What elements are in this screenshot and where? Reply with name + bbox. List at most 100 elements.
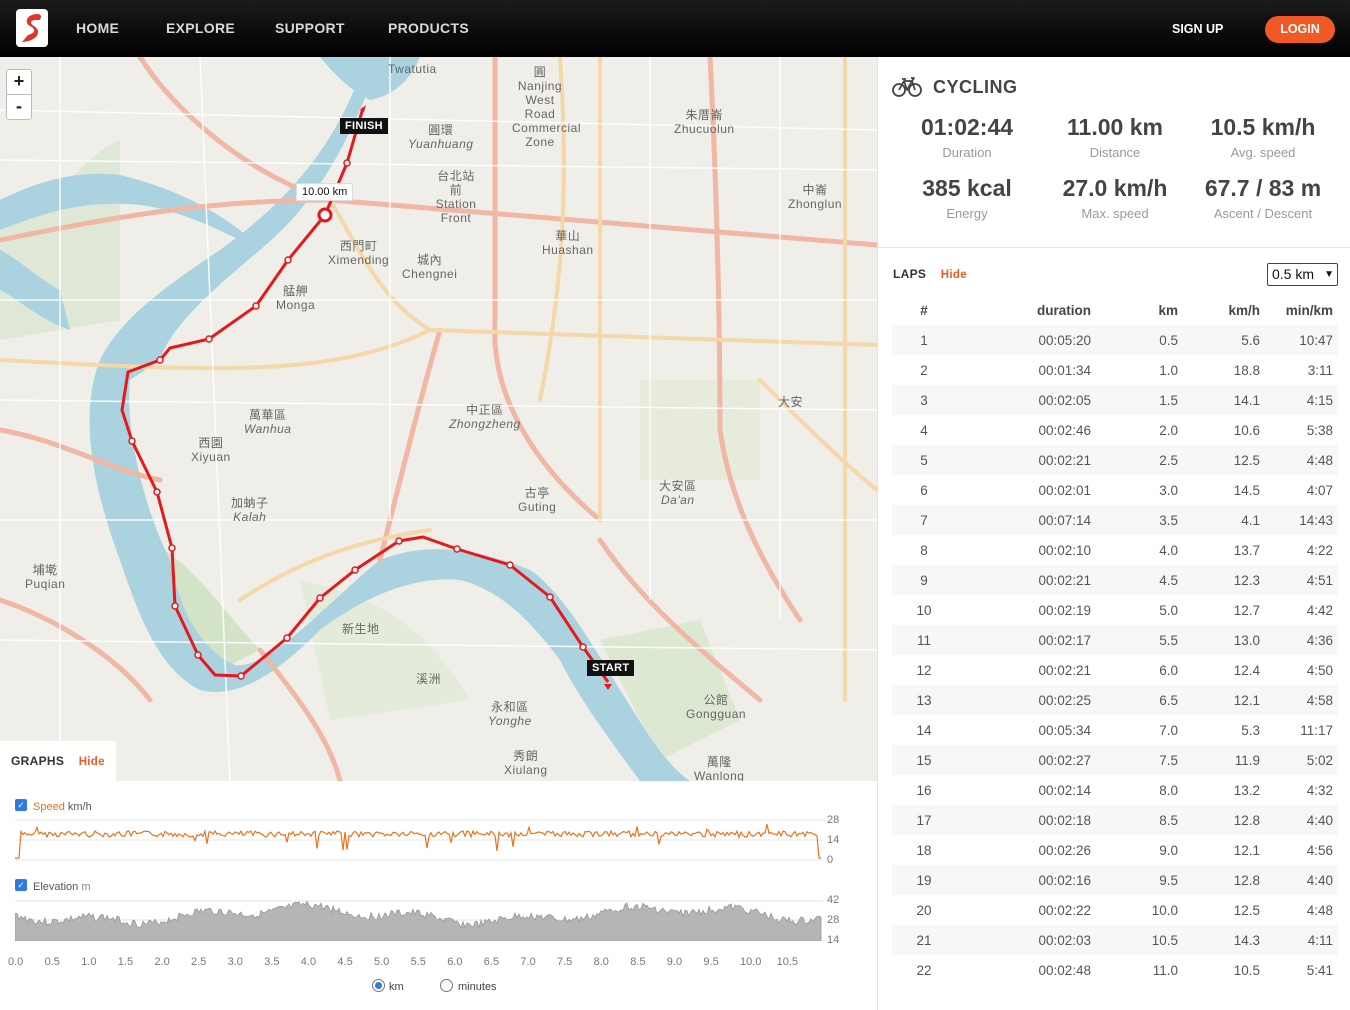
lap-interval-select[interactable]: 0.5 km ▼	[1267, 263, 1338, 286]
table-row: 6 00:02:01 3.0 14.5 4:07	[892, 475, 1338, 505]
unit-km-radio[interactable]	[372, 979, 385, 992]
x-axis-tick: 4.5	[337, 956, 353, 968]
table-cell: 4.0	[1159, 542, 1178, 558]
table-cell: 4:48	[1268, 445, 1338, 475]
table-cell: 22	[916, 962, 932, 978]
nav-products[interactable]: PRODUCTS	[388, 20, 469, 36]
table-cell: 10	[916, 602, 932, 618]
table-cell: 00:02:21	[956, 445, 1106, 475]
table-cell: 4:48	[1306, 902, 1333, 918]
elevation-area	[15, 900, 822, 941]
table-cell: 6	[920, 482, 928, 498]
speed-axis-tick: 28	[827, 814, 840, 826]
x-axis-tick: 7.5	[557, 956, 573, 968]
table-cell: 00:01:34	[1038, 362, 1091, 378]
x-axis-tick: 6.0	[447, 956, 463, 968]
table-cell: 17	[892, 805, 956, 835]
table-cell: 2	[920, 362, 928, 378]
table-cell: 00:02:18	[956, 805, 1106, 835]
col-header: min/km	[1285, 302, 1333, 318]
graphs-tab	[0, 741, 116, 781]
place-label: 大安	[778, 395, 804, 409]
table-cell: 14	[916, 722, 932, 738]
login-button[interactable]: LOGIN	[1265, 16, 1335, 43]
nav-explore[interactable]: EXPLORE	[166, 20, 236, 36]
table-cell: 14.1	[1186, 385, 1268, 415]
place-label: 華山 Huashan	[542, 229, 594, 257]
table-cell: 6.0	[1159, 662, 1178, 678]
stat-value: 01:02:44	[920, 114, 1014, 140]
sign-up-link[interactable]: SIGN UP	[1172, 22, 1224, 36]
laps-header-row: # duration km km/h min/km	[892, 295, 1338, 325]
nav-support[interactable]: SUPPORT	[275, 20, 345, 36]
finish-marker[interactable]: FINISH	[340, 118, 388, 134]
table-cell: 00:02:10	[1038, 542, 1091, 558]
zoom-out-button[interactable]: -	[6, 94, 32, 120]
table-row: 18 00:02:26 9.0 12.1 4:56	[892, 835, 1338, 865]
elevation-axis-tick: 42	[827, 894, 840, 906]
map-canvas	[0, 57, 877, 781]
nav-home[interactable]: HOME	[76, 20, 120, 36]
laps-header: LAPS Hide	[893, 267, 967, 281]
stat-label: Duration	[942, 145, 992, 160]
graphs-hide-link[interactable]: Hide	[78, 756, 105, 768]
x-axis-tick: 8.0	[593, 956, 609, 968]
brand-logo-icon[interactable]	[16, 9, 48, 47]
col-header: duration	[1037, 302, 1091, 318]
table-cell: 5:38	[1306, 422, 1333, 438]
stat-label: Max. speed	[1081, 206, 1149, 221]
speed-checkbox[interactable]: ✓	[15, 799, 27, 811]
graphs-header: GRAPHS Hide	[11, 754, 105, 768]
graphs-title: GRAPHS	[11, 754, 65, 768]
table-cell: 8.5	[1106, 805, 1186, 835]
table-cell: 4:58	[1268, 685, 1338, 715]
table-cell: 1.5	[1106, 385, 1186, 415]
table-cell: 16	[916, 782, 932, 798]
zoom-in-button[interactable]: +	[6, 69, 32, 95]
table-cell: 1	[892, 325, 956, 355]
table-cell: 11.0	[1152, 962, 1178, 978]
laps-table: # duration km km/h min/km 1 00:05:20 0.5 5.…	[892, 295, 1338, 985]
place-label: 溪洲	[416, 672, 442, 686]
table-cell: 5.6	[1186, 325, 1268, 355]
table-cell: 00:02:46	[1038, 422, 1091, 438]
table-cell: 0.5	[1106, 325, 1186, 355]
stat-distance: 11.00 km Distance	[1041, 114, 1189, 160]
table-cell: 12.8	[1186, 805, 1268, 835]
table-cell: 4:15	[1268, 385, 1338, 415]
stat-value: 385 kcal	[922, 175, 1012, 201]
table-cell: 00:02:01	[1038, 482, 1091, 498]
laps-hide-link[interactable]: Hide	[940, 269, 967, 281]
stat-value: 67.7 / 83 m	[1204, 175, 1322, 201]
table-cell: 12.1	[1233, 842, 1260, 858]
place-label: 萬華區 Wanhua	[244, 408, 292, 436]
speed-line	[15, 824, 821, 859]
table-cell: 2.5	[1106, 445, 1186, 475]
table-row: 16 00:02:14 8.0 13.2 4:32	[892, 775, 1338, 805]
start-marker[interactable]: START	[587, 660, 635, 676]
table-row: 9 00:02:21 4.5 12.3 4:51	[892, 565, 1338, 595]
table-row: 2 00:01:34 1.0 18.8 3:11	[892, 355, 1338, 385]
lap-interval-value: 0.5 km	[1272, 266, 1315, 282]
speed-chart[interactable]	[15, 816, 823, 862]
table-cell: 9.5	[1106, 865, 1186, 895]
table-cell: 13	[892, 685, 956, 715]
table-cell: 3.5	[1106, 505, 1186, 535]
elevation-chart[interactable]	[15, 897, 823, 941]
table-cell: 00:02:26	[1038, 842, 1091, 858]
table-cell: 9	[892, 565, 956, 595]
x-axis-tick: 3.0	[227, 956, 243, 968]
route-map[interactable]: + - Twatutia 圓 Nanjing West Road Commerci…	[0, 57, 877, 781]
top-nav: HOME EXPLORE SUPPORT PRODUCTS SIGN UP LO…	[0, 0, 1350, 57]
unit-minutes-radio[interactable]	[440, 979, 453, 992]
stat-label: Distance	[1089, 145, 1141, 160]
table-cell: 7.0	[1159, 722, 1178, 738]
divider	[878, 247, 1350, 248]
table-cell: 14:43	[1268, 505, 1338, 535]
table-cell: 4:22	[1306, 542, 1333, 558]
elevation-checkbox[interactable]: ✓	[15, 879, 27, 891]
table-cell: 00:02:14	[1038, 782, 1091, 798]
table-cell: 13.7	[1233, 542, 1260, 558]
x-axis-tick: 7.0	[520, 956, 536, 968]
table-cell: 11.9	[1186, 745, 1268, 775]
